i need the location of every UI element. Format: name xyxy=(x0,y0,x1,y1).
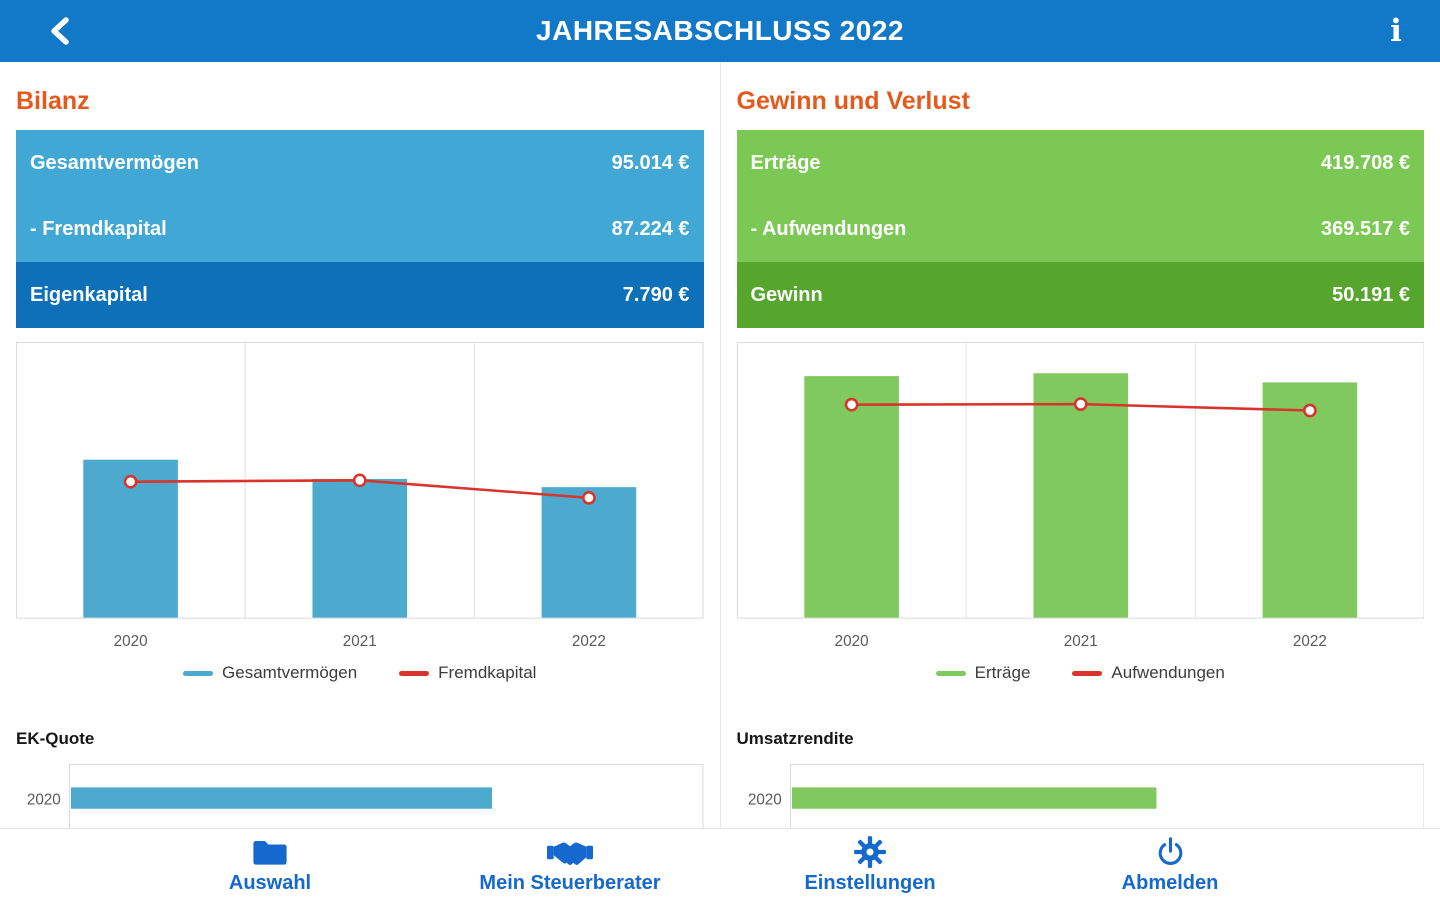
legend-swatch-blue xyxy=(183,670,214,676)
row-label: - Fremdkapital xyxy=(30,217,167,240)
back-button[interactable] xyxy=(38,9,82,53)
bilanz-chart-card: 2020 2021 2022 Gesamtvermögen Fremdkapital xyxy=(16,342,704,683)
bottom-nav: Auswahl Mein Steuerberater Einstellungen xyxy=(0,828,1440,900)
guv-legend: Erträge Aufwendungen xyxy=(737,663,1425,683)
legend-item-fremdkapital: Fremdkapital xyxy=(399,663,536,683)
legend-swatch-green xyxy=(935,670,966,676)
info-icon: i xyxy=(1390,12,1402,49)
svg-text:2021: 2021 xyxy=(1063,633,1097,650)
legend-swatch-red xyxy=(399,670,430,676)
handshake-icon xyxy=(547,835,593,869)
table-row: Eigenkapital 7.790 € xyxy=(16,262,704,328)
row-label: Gesamtvermögen xyxy=(30,151,199,174)
umsatzrendite-title: Umsatzrendite xyxy=(736,729,854,749)
nav-item-auswahl[interactable]: Auswahl xyxy=(120,829,420,900)
row-value: 419.708 € xyxy=(1321,151,1410,174)
nav-label: Einstellungen xyxy=(804,872,936,894)
legend-item-ertraege: Erträge xyxy=(935,663,1031,683)
row-label: Eigenkapital xyxy=(30,283,148,306)
nav-item-abmelden[interactable]: Abmelden xyxy=(1020,829,1320,900)
table-row: Gesamtvermögen 95.014 € xyxy=(16,130,704,196)
bilanz-table: Gesamtvermögen 95.014 € - Fremdkapital 8… xyxy=(16,130,704,328)
nav-item-einstellungen[interactable]: Einstellungen xyxy=(720,829,1020,900)
guv-panel: Gewinn und Verlust Erträge 419.708 € - A… xyxy=(721,62,1440,828)
folder-icon xyxy=(251,835,289,869)
legend-item-aufwendungen: Aufwendungen xyxy=(1072,663,1225,683)
legend-label: Aufwendungen xyxy=(1111,663,1225,683)
row-label: Gewinn xyxy=(750,283,823,306)
svg-text:2020: 2020 xyxy=(747,792,781,809)
bilanz-title: Bilanz xyxy=(16,87,90,115)
legend-label: Gesamtvermögen xyxy=(222,663,358,683)
nav-label: Mein Steuerberater xyxy=(479,872,661,894)
table-row: - Fremdkapital 87.224 € xyxy=(16,196,704,262)
chevron-left-icon xyxy=(51,17,69,45)
row-value: 87.224 € xyxy=(611,217,690,240)
legend-item-gesamtvermoegen: Gesamtvermögen xyxy=(183,663,357,683)
content: Bilanz Gesamtvermögen 95.014 € - Fremdka… xyxy=(0,62,1440,828)
svg-text:2020: 2020 xyxy=(834,633,868,650)
svg-text:2021: 2021 xyxy=(343,633,377,650)
svg-text:2020: 2020 xyxy=(114,633,148,650)
row-label: - Aufwendungen xyxy=(750,217,907,240)
table-row: - Aufwendungen 369.517 € xyxy=(736,196,1424,262)
table-row: Gewinn 50.191 € xyxy=(736,262,1424,328)
nav-label: Auswahl xyxy=(228,872,312,894)
row-value: 369.517 € xyxy=(1321,217,1410,240)
nav-label: Abmelden xyxy=(1121,872,1219,894)
gear-icon xyxy=(853,835,887,869)
row-label: Erträge xyxy=(750,151,821,174)
row-value: 95.014 € xyxy=(611,151,690,174)
legend-label: Erträge xyxy=(974,663,1031,683)
power-icon xyxy=(1154,835,1187,869)
ek-quote-title: EK-Quote xyxy=(16,729,95,749)
nav-item-mein-steuerberater[interactable]: Mein Steuerberater xyxy=(420,829,720,900)
row-value: 7.790 € xyxy=(622,283,690,306)
legend-swatch-red xyxy=(1072,670,1103,676)
guv-chart-card: 2020 2021 2022 Erträge Aufwendungen xyxy=(736,342,1425,683)
ek-quote-chart: 2020 xyxy=(27,764,704,828)
guv-title: Gewinn und Verlust xyxy=(736,87,970,115)
top-bar: JAHRESABSCHLUSS 2022 i xyxy=(0,0,1440,62)
bilanz-panel: Bilanz Gesamtvermögen 95.014 € - Fremdka… xyxy=(0,62,721,828)
guv-table: Erträge 419.708 € - Aufwendungen 369.517… xyxy=(736,130,1424,328)
svg-text:2022: 2022 xyxy=(572,633,606,650)
info-button[interactable]: i xyxy=(1374,9,1418,53)
bilanz-chart: 2020 2021 2022 xyxy=(16,342,704,650)
legend-label: Fremdkapital xyxy=(438,663,537,683)
svg-text:2020: 2020 xyxy=(27,792,61,809)
svg-text:2022: 2022 xyxy=(1292,633,1326,650)
umsatzrendite-chart: 2020 xyxy=(747,764,1424,828)
table-row: Erträge 419.708 € xyxy=(736,130,1424,196)
page-title: JAHRESABSCHLUSS 2022 xyxy=(536,15,904,46)
guv-chart: 2020 2021 2022 xyxy=(736,342,1424,650)
bilanz-legend: Gesamtvermögen Fremdkapital xyxy=(16,663,704,683)
row-value: 50.191 € xyxy=(1332,283,1410,306)
